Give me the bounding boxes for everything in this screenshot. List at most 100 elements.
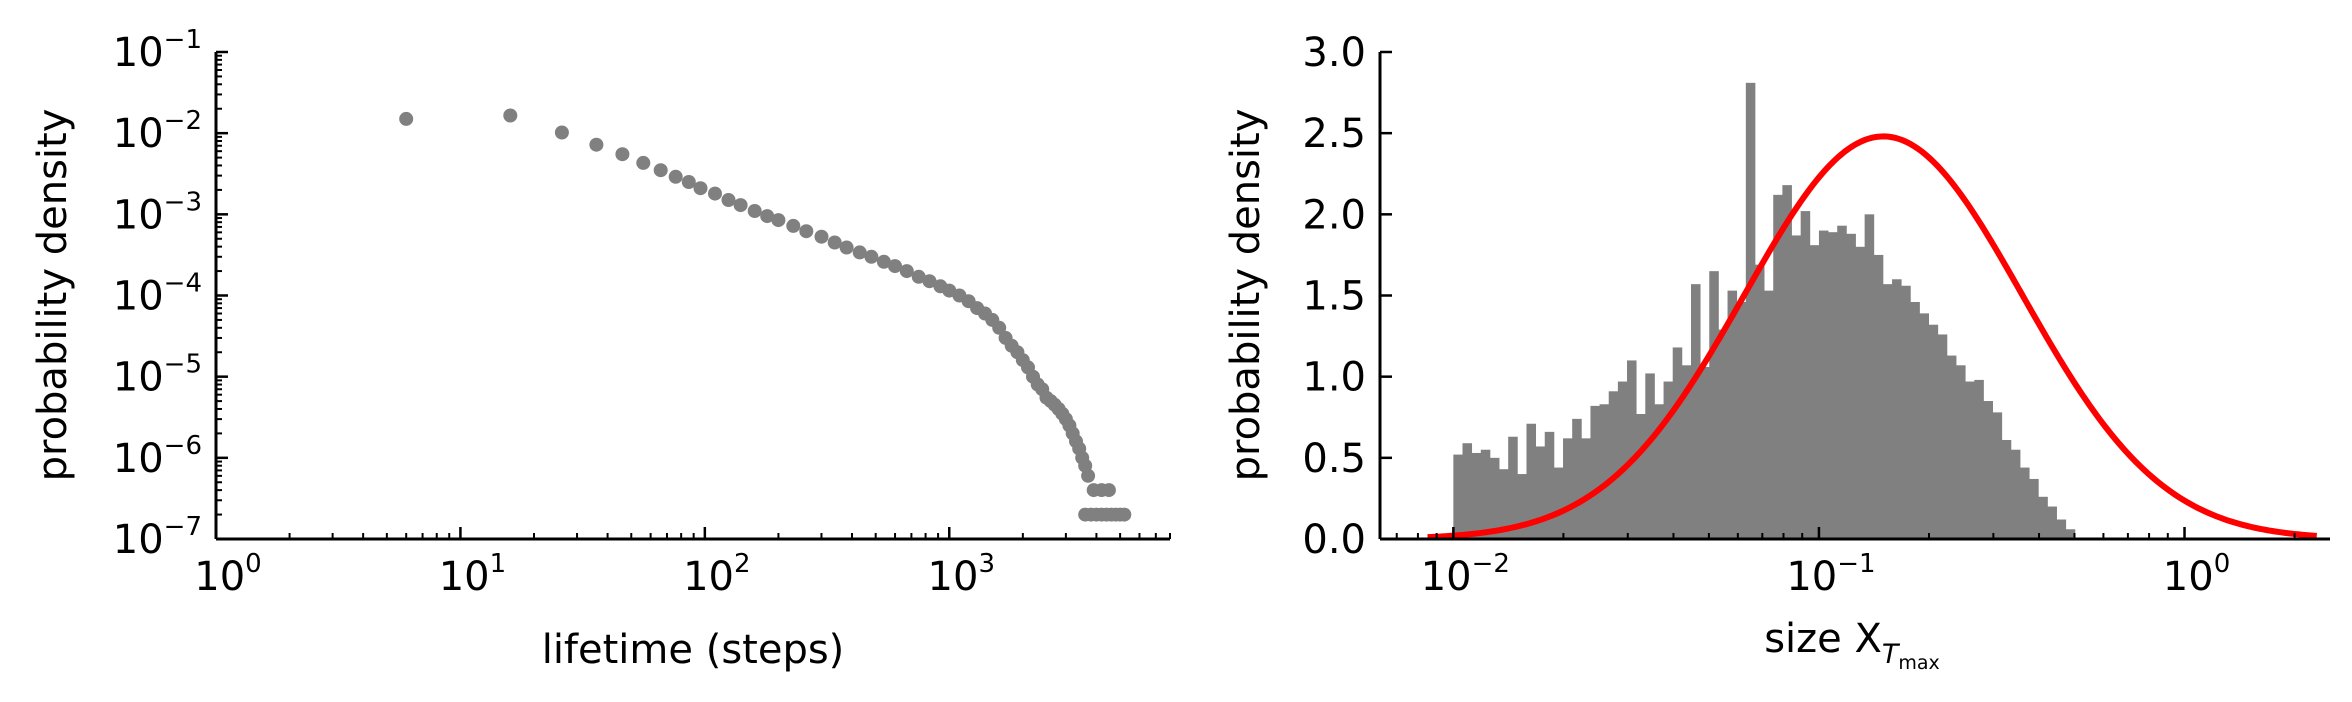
lifetime-x-ticks: 100 101 102 103	[194, 527, 1171, 600]
size-histogram-bar	[1718, 329, 1728, 539]
lifetime-data-point	[668, 169, 683, 184]
size-x-tick-label-exponent: −1	[1837, 549, 1875, 579]
size-histogram-bar	[1818, 230, 1829, 539]
size-y-tick-label: 3.0	[1302, 30, 1366, 76]
size-histogram-bar	[1489, 457, 1500, 539]
size-y-tick-label: 1.0	[1302, 355, 1366, 401]
lifetime-panel: 100 101 102 103 10−710−610−510−410−310−210−…	[30, 25, 1171, 673]
size-histogram-bar	[1745, 82, 1756, 539]
size-histogram-bar	[1700, 366, 1710, 539]
size-y-ticks: 0.0 0.5 1.0 1.5 2.0 2.5 3.0	[1302, 30, 1392, 563]
lifetime-data-point	[708, 186, 722, 201]
size-x-ticks: 10−2 10−1 100	[1395, 527, 2296, 600]
lifetime-data-point	[1101, 483, 1116, 498]
lifetime-x-tick-label-base: 10	[683, 554, 734, 600]
size-histogram-bar	[1608, 391, 1619, 539]
lifetime-x-tick-label-exponent: 1	[490, 549, 507, 579]
lifetime-y-tick-label-exponent: −3	[164, 187, 202, 217]
size-histogram-bar	[1499, 469, 1509, 539]
lifetime-y-ticks: 10−710−610−510−410−310−210−1	[113, 25, 228, 563]
size-x-axis-label-subscript: T	[1882, 639, 1901, 670]
lifetime-data-point	[1081, 468, 1096, 483]
size-y-tick-label: 0.5	[1302, 436, 1366, 482]
size-x-tick-label-base: 10	[1421, 554, 1472, 600]
lifetime-y-tick-label-exponent: −7	[164, 512, 202, 542]
size-histogram-bar	[1627, 360, 1637, 539]
size-histogram-bar	[2065, 529, 2076, 539]
size-histogram-bar	[1928, 324, 1939, 539]
lifetime-data-point	[839, 240, 854, 255]
size-x-tick-label-exponent: 0	[2214, 549, 2231, 579]
size-histogram-bar	[1846, 233, 1856, 539]
size-histogram-bar	[1672, 347, 1683, 539]
lifetime-y-tick-label: 10−5	[113, 350, 202, 401]
size-histogram-bar	[2001, 439, 2012, 539]
lifetime-data-point	[615, 147, 630, 162]
lifetime-y-tick-label-exponent: −1	[164, 25, 202, 55]
size-histogram-bar	[2020, 467, 2030, 539]
size-histogram-bar	[1709, 271, 1719, 539]
size-histogram-bar	[1782, 185, 1792, 540]
lifetime-x-tick-label-base: 10	[928, 554, 979, 600]
size-y-tick-label: 2.0	[1302, 192, 1366, 238]
size-histogram-bar	[1599, 404, 1610, 539]
lifetime-x-tick-label: 103	[928, 549, 995, 600]
size-histogram-bar	[2038, 496, 2048, 539]
size-histogram-bar	[1535, 446, 1546, 539]
lifetime-data-point	[760, 209, 775, 224]
lifetime-y-tick-label-exponent: −6	[164, 431, 202, 461]
lifetime-data-point	[864, 249, 879, 264]
lifetime-data-point	[888, 259, 902, 274]
size-histogram-bar	[1727, 290, 1738, 539]
size-x-axis-label: size XTmax	[1764, 616, 1940, 674]
size-histogram-bar	[1910, 301, 1920, 539]
size-histogram-bar	[1956, 365, 1966, 539]
size-histogram-bar	[1453, 454, 1463, 539]
lifetime-y-tick-label-base: 10	[113, 30, 164, 76]
lifetime-data-point	[799, 224, 814, 239]
lifetime-x-tick-label-base: 10	[194, 554, 245, 600]
size-histogram-bars	[1453, 82, 2076, 540]
size-histogram-bar	[1663, 381, 1674, 539]
lifetime-data-point	[747, 204, 762, 218]
lifetime-x-tick-label-base: 10	[439, 554, 490, 600]
size-histogram-bar	[1837, 225, 1847, 539]
lifetime-y-tick-label-base: 10	[113, 436, 164, 482]
lifetime-y-tick-label: 10−2	[113, 106, 202, 157]
lifetime-data-point	[1117, 507, 1132, 522]
size-y-tick-label: 0.0	[1302, 517, 1366, 563]
size-fit-curve	[1427, 133, 2317, 541]
size-x-tick-label-exponent: −2	[1472, 549, 1510, 579]
size-histogram-bar	[1553, 467, 1564, 539]
size-histogram-bar	[1992, 412, 2003, 539]
size-histogram-bar	[1480, 449, 1491, 539]
size-histogram-bar	[1544, 431, 1555, 539]
size-histogram-bar	[1791, 235, 1802, 539]
size-histogram-bar	[1654, 404, 1664, 539]
size-histogram-bar	[1572, 418, 1582, 539]
lifetime-y-tick-label-exponent: −2	[164, 106, 202, 136]
lifetime-data-point	[992, 320, 1007, 335]
lifetime-y-tick-label: 10−3	[113, 187, 202, 238]
lifetime-data-point	[911, 269, 926, 284]
size-histogram-bar	[1754, 264, 1765, 539]
lifetime-data-point	[786, 218, 801, 233]
size-histogram-bar	[1919, 313, 1930, 539]
lifetime-data-point	[852, 245, 867, 260]
lifetime-data-point	[693, 181, 708, 196]
lifetime-data-point	[554, 125, 569, 140]
size-histogram-bar	[1508, 436, 1518, 539]
lifetime-data-point	[399, 111, 414, 126]
lifetime-y-tick-label: 10−4	[113, 269, 202, 320]
lifetime-data-point	[899, 264, 914, 279]
lifetime-y-tick-label-exponent: −4	[164, 269, 202, 299]
lifetime-x-tick-label: 102	[683, 549, 750, 600]
size-x-axis-label-main: size X	[1764, 616, 1882, 662]
size-histogram-bar	[1471, 452, 1482, 539]
size-histogram-bar	[1736, 301, 1747, 539]
size-histogram-bar	[1681, 365, 1692, 539]
size-histogram-bar	[1517, 474, 1527, 539]
size-histogram-bar	[1462, 443, 1473, 539]
lifetime-y-tick-label-base: 10	[113, 517, 164, 563]
